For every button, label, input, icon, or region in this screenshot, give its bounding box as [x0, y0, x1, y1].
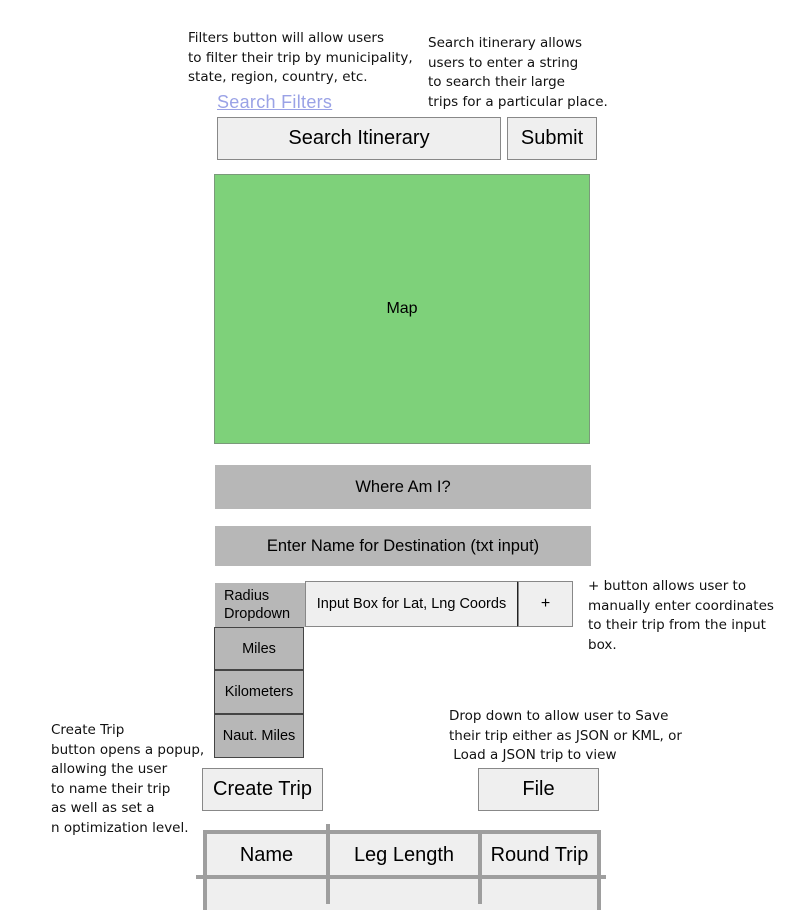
file-dropdown-button[interactable]: File: [478, 768, 599, 811]
plus-button-annotation: + button allows user to manually enter c…: [588, 578, 774, 653]
file-annotation: Drop down to allow user to Save their tr…: [449, 708, 682, 764]
trip-table: Name Leg Length Round Trip: [196, 824, 606, 910]
radius-option-kilometers[interactable]: Kilometers: [214, 670, 304, 714]
destination-name-input[interactable]: Enter Name for Destination (txt input): [215, 526, 591, 566]
create-trip-button[interactable]: Create Trip: [202, 768, 323, 811]
radius-option-nautical-miles[interactable]: Naut. Miles: [214, 714, 304, 758]
search-itinerary-input[interactable]: Search Itinerary: [217, 117, 501, 160]
add-coords-button[interactable]: +: [518, 581, 573, 627]
submit-button[interactable]: Submit: [507, 117, 597, 160]
table-divider: [326, 824, 330, 904]
table-header-round-trip: Round Trip: [490, 843, 589, 866]
table-header-leg-length: Leg Length: [353, 843, 455, 866]
search-itinerary-annotation: Search itinerary allows users to enter a…: [428, 35, 608, 110]
filters-annotation: Filters button will allow users to filte…: [188, 30, 413, 86]
create-trip-annotation: Create Trip button opens a popup, allowi…: [51, 722, 205, 836]
radius-option-miles[interactable]: Miles: [214, 627, 304, 670]
table-divider: [478, 830, 482, 904]
coords-input[interactable]: Input Box for Lat, Lng Coords: [305, 581, 519, 627]
table-header-divider: [196, 875, 606, 879]
radius-dropdown[interactable]: Radius Dropdown: [215, 583, 305, 627]
map[interactable]: Map: [214, 174, 590, 444]
table-header-name: Name: [239, 843, 294, 866]
where-am-i-button[interactable]: Where Am I?: [215, 465, 591, 509]
map-label: Map: [386, 300, 418, 317]
search-filters-link[interactable]: Search Filters: [217, 92, 333, 112]
